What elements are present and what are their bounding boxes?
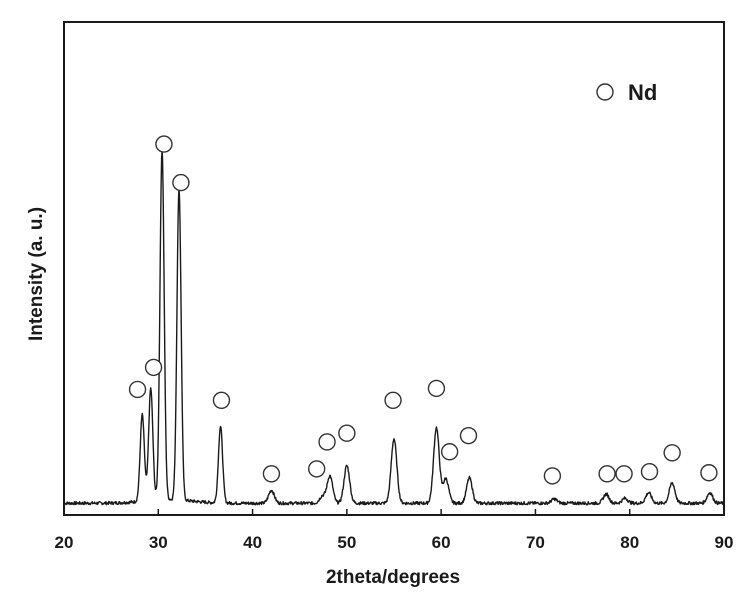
nd-peak-marker (663, 444, 681, 462)
nd-peak-marker (318, 433, 336, 451)
nd-peak-marker (172, 173, 190, 192)
x-axis-ticks (63, 509, 725, 515)
nd-peak-marker (262, 465, 281, 483)
y-axis-title: Intensity (a. u.) (26, 207, 47, 341)
x-tick-label: 50 (337, 533, 356, 552)
nd-peak-marker (307, 460, 326, 478)
x-axis-tick-labels: 20 30 40 50 60 70 80 90 (55, 533, 734, 552)
legend-marker-icon (596, 83, 614, 101)
x-tick-label: 20 (55, 533, 74, 552)
nd-peak-markers (128, 135, 718, 485)
nd-peak-marker (615, 465, 633, 483)
x-axis-title: 2theta/degrees (326, 567, 460, 588)
nd-peak-marker (598, 465, 616, 483)
nd-peak-marker (440, 443, 459, 461)
legend-label-nd: Nd (628, 80, 657, 105)
nd-peak-marker (459, 426, 478, 445)
nd-peak-marker (155, 135, 173, 153)
x-tick-label: 60 (432, 533, 451, 552)
x-tick-label: 90 (715, 533, 734, 552)
x-tick-label: 70 (526, 533, 545, 552)
plot-frame (63, 21, 725, 516)
nd-peak-marker (427, 379, 446, 398)
nd-peak-marker (384, 391, 402, 409)
diffraction-pattern-line (63, 149, 725, 506)
x-tick-label: 80 (620, 533, 639, 552)
x-tick-label: 40 (243, 533, 262, 552)
nd-peak-marker (338, 424, 356, 442)
nd-peak-marker (640, 463, 659, 481)
x-tick-label: 30 (149, 533, 168, 552)
nd-peak-marker (128, 380, 147, 399)
nd-peak-marker (144, 358, 163, 377)
nd-peak-marker (212, 391, 231, 409)
nd-peak-marker (543, 467, 562, 485)
nd-peak-marker (700, 464, 718, 482)
